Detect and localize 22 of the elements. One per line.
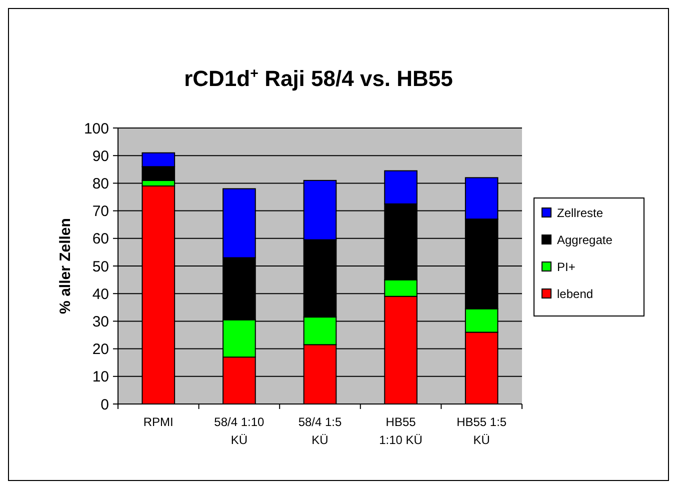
y-tick-label: 50 <box>92 258 109 276</box>
legend-label: Aggregate <box>557 233 613 248</box>
legend-label: Zellreste <box>557 206 604 220</box>
y-tick-label: 100 <box>84 120 109 138</box>
y-tick-label: 20 <box>92 341 109 358</box>
legend-label: PI+ <box>557 260 576 274</box>
y-tick-label: 80 <box>92 175 109 192</box>
y-tick-label: 90 <box>92 148 109 165</box>
x-tick-label: HB55 1:10 KÜ <box>379 415 422 447</box>
y-axis-title: % aller Zellen <box>57 218 74 314</box>
x-tick-label: 58/4 1:10 KÜ <box>214 415 265 447</box>
chart-title: rCD1d$^{+}$ Raji 58/4 vs. HB55 <box>184 66 453 91</box>
y-tick-label: 70 <box>92 203 109 220</box>
x-tick-label: HB55 1:5 KÜ <box>456 415 507 447</box>
x-tick-label: RPMI <box>143 415 174 429</box>
legend-label: lebend <box>557 287 594 302</box>
y-tick-label: 40 <box>92 286 109 303</box>
y-tick-label: 0 <box>100 396 109 414</box>
y-tick-label: 30 <box>92 313 109 330</box>
y-tick-label: 60 <box>92 230 109 248</box>
y-tick-label: 10 <box>92 368 109 386</box>
x-tick-label: 58/4 1:5 KÜ <box>298 415 342 447</box>
